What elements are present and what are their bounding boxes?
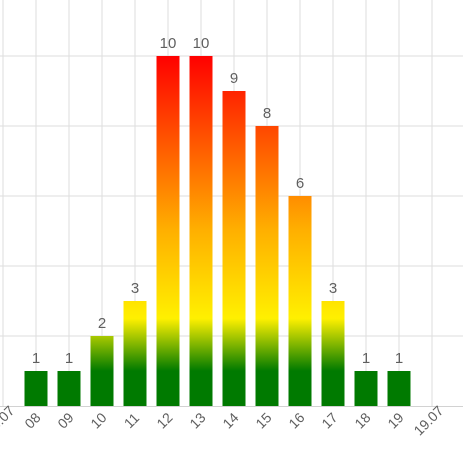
bar-19 (387, 371, 411, 406)
x-tick-label: 13 (186, 409, 208, 431)
value-labels-layer: 1 1 2 3 10 10 9 8 6 3 1 1 (32, 35, 403, 367)
data-label-09: 1 (65, 350, 73, 367)
x-tick-label: 17 (318, 409, 340, 431)
bar-17 (321, 301, 345, 406)
x-tick-label: 09 (54, 409, 76, 431)
x-axis-ticks: 18.07 08 09 10 11 12 13 14 15 16 17 18 19 19.07 (0, 402, 447, 438)
x-tick-label: 08 (21, 409, 43, 431)
bar-08 (24, 371, 48, 406)
bar-09 (57, 371, 81, 406)
data-label-17: 3 (329, 280, 337, 297)
x-tick-label: 19 (384, 409, 406, 431)
data-label-08: 1 (32, 350, 40, 367)
bar-12 (156, 56, 180, 406)
x-tick-label: 14 (219, 409, 241, 431)
data-label-15: 8 (263, 105, 271, 122)
x-tick-label: 15 (252, 409, 274, 431)
x-tick-label: 18 (351, 409, 373, 431)
data-label-14: 9 (230, 70, 238, 87)
bar-14 (222, 91, 246, 406)
x-tick-label: 18.07 (0, 402, 18, 438)
data-label-12: 10 (160, 35, 177, 52)
bars-layer (24, 56, 411, 406)
bar-10 (90, 336, 114, 406)
bar-16 (288, 196, 312, 406)
bar-11 (123, 301, 147, 406)
data-label-19: 1 (395, 350, 403, 367)
x-tick-label: 10 (87, 409, 109, 431)
data-label-18: 1 (362, 350, 370, 367)
x-tick-label: 12 (153, 409, 175, 431)
data-label-11: 3 (131, 280, 139, 297)
data-label-13: 10 (193, 35, 210, 52)
data-label-10: 2 (98, 315, 106, 332)
x-tick-label: 19.07 (410, 402, 446, 438)
data-label-16: 6 (296, 175, 304, 192)
bar-18 (354, 371, 378, 406)
x-tick-label: 16 (285, 409, 307, 431)
x-tick-label: 11 (121, 410, 143, 432)
bar-15 (255, 126, 279, 406)
bar-13 (189, 56, 213, 406)
